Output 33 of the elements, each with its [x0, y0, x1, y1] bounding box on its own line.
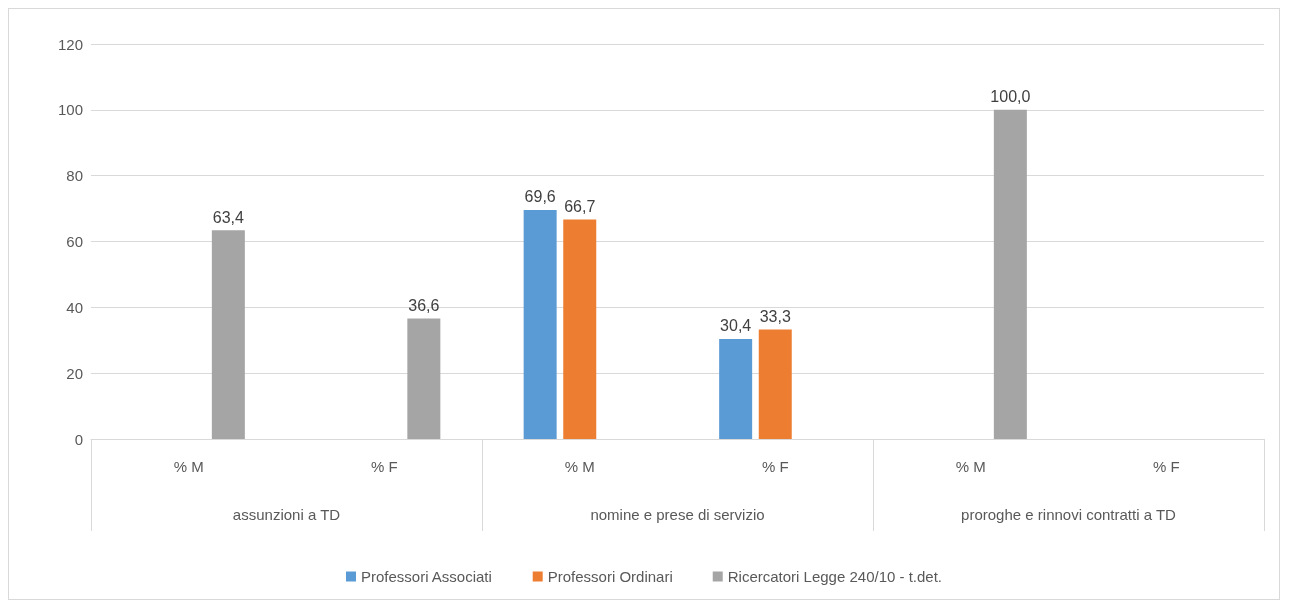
- data-label: 63,4: [212, 208, 245, 226]
- data-label: 66,7: [564, 197, 596, 215]
- y-tick-label: 100: [57, 101, 83, 119]
- x-tick-label: % M: [564, 458, 595, 475]
- text: nomine e prese di servizio: [590, 506, 765, 523]
- x-tick-label: % F: [370, 458, 398, 475]
- bar: [407, 318, 441, 439]
- text: assunzioni a TD: [232, 506, 341, 523]
- bar: [211, 230, 245, 439]
- bar: [758, 329, 792, 439]
- data-label: 69,6: [524, 188, 556, 206]
- x-tick-label: % F: [1152, 458, 1180, 475]
- bar: [993, 109, 1027, 439]
- legend-label: Ricercatori Legge 240/10 - t.det.: [727, 568, 943, 585]
- y-tick-label: 0: [74, 430, 83, 448]
- y-tick-label: 120: [57, 35, 83, 53]
- y-tick-label: 60: [66, 233, 83, 250]
- bar: [719, 338, 753, 439]
- x-tick-label: % M: [955, 458, 986, 475]
- y-tick-label: 20: [66, 364, 83, 382]
- data-label: 30,4: [720, 317, 752, 335]
- text: proroghe e rinnovi contratti a TD: [961, 506, 1177, 523]
- bar: [523, 209, 557, 439]
- y-tick-label: 80: [66, 167, 83, 185]
- y-tick-label: 40: [66, 298, 83, 316]
- legend-label: Professori Ordinari: [547, 568, 673, 585]
- x-tick-label: % M: [173, 458, 204, 475]
- data-label: 36,6: [408, 297, 440, 315]
- data-label: 100,0: [990, 88, 1031, 106]
- legend-label: Professori Associati: [360, 568, 492, 585]
- bar: [563, 219, 597, 439]
- data-label: 33,3: [759, 307, 791, 325]
- x-tick-label: % F: [761, 458, 789, 475]
